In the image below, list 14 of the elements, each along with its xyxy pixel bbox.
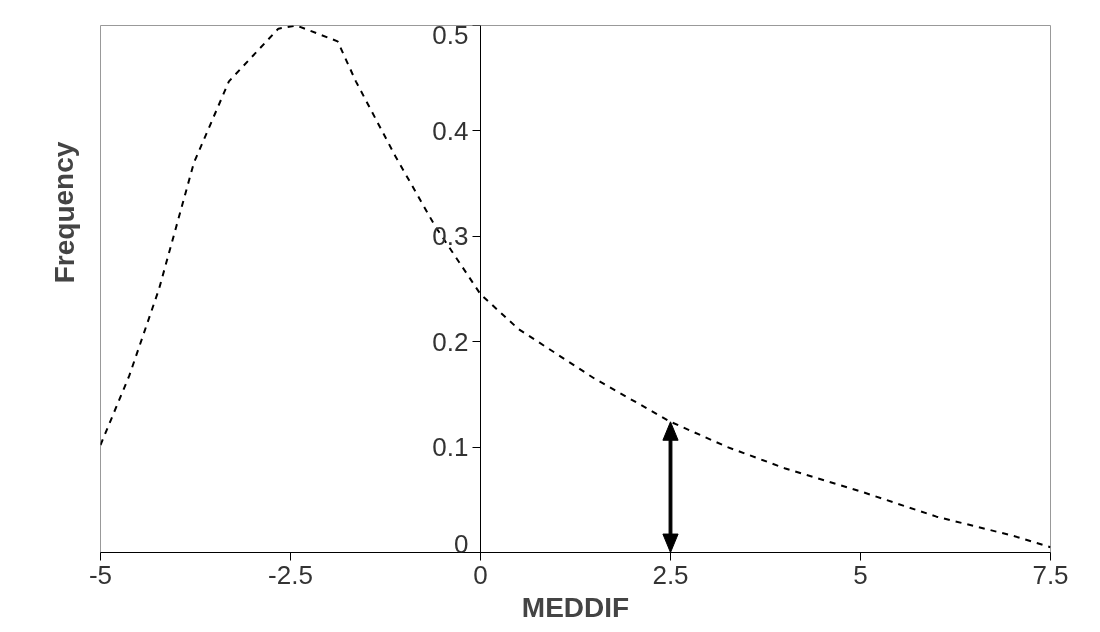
x-axis-title: MEDDIF xyxy=(521,591,630,623)
y-tick-label: 0.3 xyxy=(432,221,469,252)
x-tick-label: -2.5 xyxy=(268,559,313,590)
y-tick-label: 0.2 xyxy=(432,326,469,357)
x-tick-label: -5 xyxy=(88,559,113,590)
y-tick-label: 0 xyxy=(454,528,469,559)
x-tick-label: 0 xyxy=(473,559,488,590)
y-tick-label: 0.1 xyxy=(432,432,469,463)
x-tick-label: 2.5 xyxy=(652,559,689,590)
y-tick-label: 0.4 xyxy=(432,115,469,146)
y-axis-title: Frequency xyxy=(48,141,80,284)
x-tick-label: 7.5 xyxy=(1032,559,1069,590)
x-tick-label: 5 xyxy=(853,559,868,590)
y-tick-label: 0.5 xyxy=(432,19,469,50)
